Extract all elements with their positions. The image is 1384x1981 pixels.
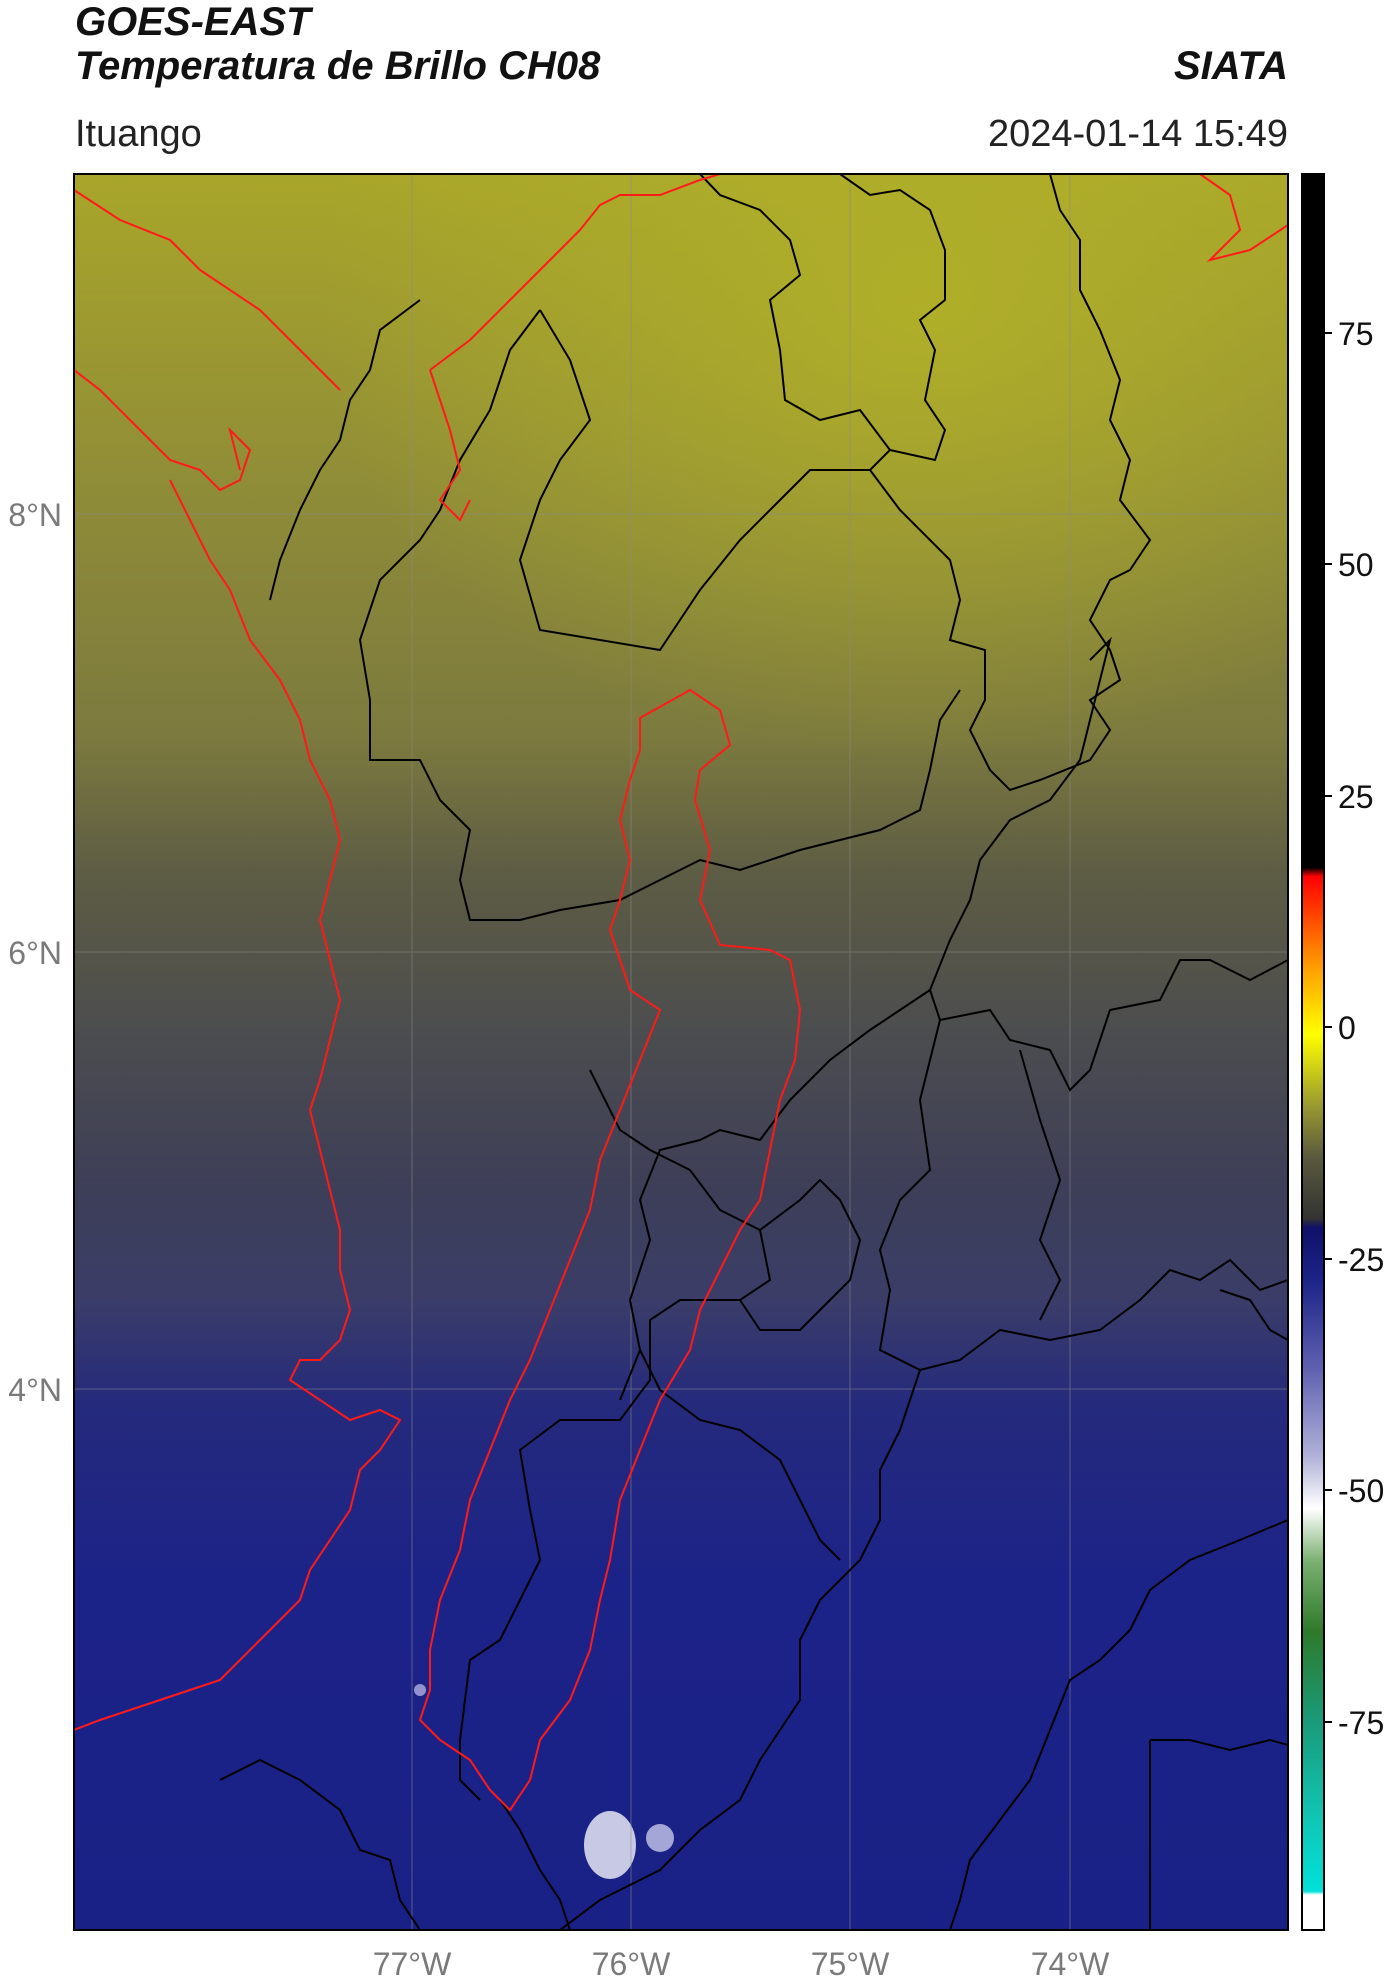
lon-label: 74°W (1031, 1946, 1110, 1981)
boundary-valle-tolima (459, 1069, 772, 1801)
colorbar-tick-label: 50 (1338, 547, 1374, 583)
title-line-2: Temperatura de Brillo CH08 (75, 44, 601, 88)
boundary-choco-antioquia (269, 299, 421, 601)
boundary-tolima-inner (739, 1178, 862, 1331)
boundary-antioquia-north (518, 309, 870, 652)
graticule (74, 174, 1288, 1930)
colorbar-tick-label: -50 (1338, 1473, 1384, 1509)
lon-label: 75°W (811, 1946, 890, 1981)
lon-label: 77°W (373, 1946, 452, 1981)
colorbar-tick-label: 75 (1338, 316, 1374, 352)
boundary-tolima-huila (639, 1349, 841, 1561)
colorbar-tick-label: 0 (1338, 1010, 1356, 1046)
lat-axis: 8°N 6°N 4°N (8, 497, 62, 1408)
colorbar-scale (1302, 174, 1324, 1930)
colorbar-tick-label: 25 (1338, 779, 1374, 815)
boundary-caldas-risaralda (619, 989, 931, 1401)
coastline-pacific (74, 479, 402, 1731)
coastline-uraba-north (429, 174, 721, 371)
cauca-basin-outline (418, 688, 802, 1812)
map-frame (73, 173, 1289, 1931)
coastline-gulf-uraba (429, 369, 471, 522)
boundary-cauca-huila (499, 1799, 571, 1930)
boundary-casanare (1219, 1289, 1288, 1341)
datetime-label: 2024-01-14 15:49 (987, 113, 1288, 155)
cold-cloud-patch (646, 1824, 674, 1852)
title-line-1: GOES-EAST (75, 0, 311, 44)
warm-region-overlay (74, 174, 1288, 1074)
boundary-vichada (1150, 1738, 1288, 1752)
boundary-meta-east (949, 1519, 1288, 1930)
lon-axis: 77°W 76°W 75°W 74°W (373, 1946, 1110, 1981)
lon-label: 76°W (592, 1946, 671, 1981)
colorbar-tick-label: -25 (1338, 1242, 1384, 1278)
coastline-caribbean-west (74, 189, 341, 391)
boundary-sucre-bolivar (699, 174, 891, 451)
boundary-cordoba (839, 174, 1152, 792)
map-area (74, 174, 1288, 1930)
department-boundaries (219, 174, 1288, 1930)
boundary-antioquia-west (358, 309, 961, 921)
lat-label: 4°N (8, 1372, 62, 1408)
highlight-boundaries (74, 174, 1288, 1812)
boundary-antioquia-east (928, 636, 1288, 1092)
coastline-pacific-north (74, 369, 252, 492)
colorbar-frame (1301, 173, 1325, 1931)
lat-label: 6°N (8, 935, 62, 971)
colorbar-tick-label: -75 (1338, 1705, 1384, 1741)
boundary-boyaca-cundinamarca (878, 1019, 1288, 1372)
cold-cloud-patch (584, 1811, 636, 1879)
cold-cloud-patch (414, 1684, 426, 1696)
location-label: Ituango (75, 113, 202, 155)
boundary-huila-meta (559, 1369, 921, 1930)
boundary-boyaca-inner (1019, 1049, 1062, 1321)
coastline-caribbean-east (1199, 174, 1288, 262)
colorbar: 75 50 25 0 -25 -50 -75 (1301, 173, 1384, 1931)
organization-label: SIATA (1173, 44, 1288, 88)
colorbar-ticks (1324, 332, 1332, 1723)
lat-label: 8°N (8, 497, 62, 533)
boundary-cauca-narino (219, 1758, 421, 1930)
